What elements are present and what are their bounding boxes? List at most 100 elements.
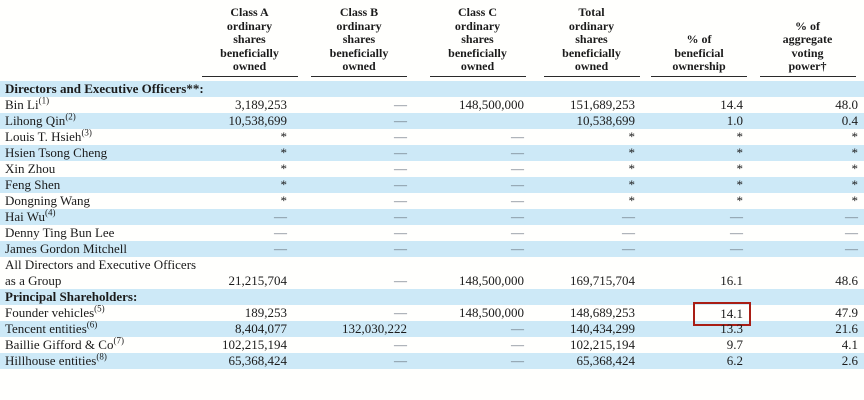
total-cell: 10,538,699 xyxy=(576,112,636,128)
classA-cell: 10,538,699 xyxy=(228,112,288,128)
pctVoting-cell: * xyxy=(851,160,859,176)
column-header-classB: Class B ordinary shares beneficially own… xyxy=(299,0,419,81)
classC-cell: — xyxy=(511,160,524,176)
table-row: Dongning Wang * — — * * * xyxy=(0,193,864,209)
column-header-label: Total ordinary shares beneficially owned xyxy=(562,5,621,73)
column-header-name xyxy=(0,0,200,81)
shareholder-name-cell: All Directors and Executive Officers as … xyxy=(5,256,197,288)
shareholder-name-cell: Louis T. Hsieh(3) xyxy=(5,127,92,144)
table-header: Class A ordinary shares beneficially own… xyxy=(0,0,864,81)
classA-cell: 102,215,194 xyxy=(222,336,287,352)
section-title-cell: Directors and Executive Officers**: xyxy=(5,81,204,96)
footnote-ref: (6) xyxy=(86,319,98,330)
total-cell: 148,689,253 xyxy=(570,304,635,320)
column-header-pctOwnership: % of beneficial ownership xyxy=(647,0,751,81)
section-row: Principal Shareholders: xyxy=(0,288,864,305)
classB-cell: — xyxy=(394,208,407,224)
table-row: Hsien Tsong Cheng * — — * * * xyxy=(0,144,864,161)
table-row: Bin Li(1) 3,189,253 — 148,500,000 151,689,25… xyxy=(0,95,864,113)
shareholder-name-cell: Baillie Gifford & Co(7) xyxy=(5,335,124,352)
pctOwnership-cell: 6.2 xyxy=(726,352,743,368)
classA-cell: 65,368,424 xyxy=(228,352,288,368)
pctOwnership-cell: — xyxy=(730,240,743,256)
classC-cell: — xyxy=(511,128,524,144)
pctOwnership-cell: 14.4 xyxy=(720,96,743,112)
classA-cell: 8,404,077 xyxy=(235,320,287,336)
footnote-ref: (3) xyxy=(81,127,92,138)
shareholder-name-cell: Founder vehicles(5) xyxy=(5,303,105,320)
column-header-classA: Class A ordinary shares beneficially own… xyxy=(200,0,299,81)
table-row: James Gordon Mitchell — — — — — — xyxy=(0,240,864,257)
pctVoting-cell: * xyxy=(851,144,859,160)
pctVoting-cell: 0.4 xyxy=(841,112,858,128)
classB-cell: — xyxy=(394,160,407,176)
shareholder-name-cell: Feng Shen xyxy=(5,176,61,192)
column-header-total: Total ordinary shares beneficially owned xyxy=(536,0,647,81)
classC-cell: — xyxy=(511,336,524,352)
table-row: Louis T. Hsieh(3) * — — * * * xyxy=(0,127,864,145)
classB-cell: — xyxy=(394,112,407,128)
total-cell: * xyxy=(628,144,636,160)
total-cell: 151,689,253 xyxy=(570,96,635,112)
classC-cell: 148,500,000 xyxy=(459,304,524,320)
classC-cell: — xyxy=(511,224,524,240)
classA-cell: 21,215,704 xyxy=(228,272,288,288)
pctVoting-cell: 21.6 xyxy=(835,320,858,336)
classA-cell: * xyxy=(280,192,288,208)
ownership-table: Class A ordinary shares beneficially own… xyxy=(0,0,864,369)
table-row: Hillhouse entities(8) 65,368,424 — — 65,368,… xyxy=(0,351,864,369)
classB-cell: 132,030,222 xyxy=(342,320,407,336)
pctVoting-cell: 47.9 xyxy=(835,304,858,320)
pctVoting-cell: * xyxy=(851,192,859,208)
classA-cell: — xyxy=(274,208,287,224)
classA-cell: * xyxy=(280,176,288,192)
footnote-ref: (8) xyxy=(96,351,107,362)
classA-cell: 189,253 xyxy=(244,304,287,320)
classB-cell: — xyxy=(394,352,407,368)
pctOwnership-cell: — xyxy=(730,224,743,240)
classB-cell: — xyxy=(394,304,407,320)
pctOwnership-cell: * xyxy=(736,128,744,144)
shareholder-name-cell: Hai Wu(4) xyxy=(5,207,56,224)
pctVoting-cell: 48.0 xyxy=(835,96,858,112)
classB-cell: — xyxy=(394,240,407,256)
highlight-box: 14.1 xyxy=(693,301,751,326)
classA-cell: * xyxy=(280,144,288,160)
pctOwnership-cell: 9.7 xyxy=(726,336,743,352)
pctVoting-cell: — xyxy=(845,208,858,224)
column-header-label: % of aggregate voting power† xyxy=(782,18,833,73)
shareholder-name-cell: Hillhouse entities(8) xyxy=(5,351,107,368)
classC-cell xyxy=(419,113,536,129)
table-row: Xin Zhou * — — * * * xyxy=(0,161,864,177)
column-header-label: Class A ordinary shares beneficially own… xyxy=(220,5,279,73)
total-cell: * xyxy=(628,160,636,176)
pctOwnership-cell: * xyxy=(736,176,744,192)
shareholder-name-cell: Hsien Tsong Cheng xyxy=(5,144,108,160)
header-row: Class A ordinary shares beneficially own… xyxy=(0,0,864,81)
classC-cell: — xyxy=(511,240,524,256)
classB-cell: — xyxy=(394,336,407,352)
column-header-underline: Class B ordinary shares beneficially own… xyxy=(311,5,407,77)
shareholder-name-cell: Dongning Wang xyxy=(5,192,91,208)
total-cell: — xyxy=(622,224,635,240)
column-header-underline: % of beneficial ownership xyxy=(651,32,747,77)
table-row: Tencent entities(6) 8,404,077 132,030,222 —… xyxy=(0,319,864,337)
classB-cell: — xyxy=(394,192,407,208)
classC-cell: 148,500,000 xyxy=(459,96,524,112)
shareholder-name-cell: Denny Ting Bun Lee xyxy=(5,224,115,240)
shareholder-name-cell: Bin Li(1) xyxy=(5,95,50,112)
shareholder-name-cell: Xin Zhou xyxy=(5,160,56,176)
total-cell: — xyxy=(622,240,635,256)
pctVoting-cell: 48.6 xyxy=(835,272,858,288)
section-title-cell: Principal Shareholders: xyxy=(5,289,138,304)
footnote-ref: (2) xyxy=(65,111,76,122)
footnote-ref: (1) xyxy=(38,95,50,106)
classA-cell: — xyxy=(274,240,287,256)
footnote-ref: (4) xyxy=(45,207,56,218)
classB-cell: — xyxy=(394,144,407,160)
classB-cell: — xyxy=(394,96,407,112)
column-header-underline: Total ordinary shares beneficially owned xyxy=(543,5,640,77)
table-row: All Directors and Executive Officers as … xyxy=(0,257,864,289)
total-cell: * xyxy=(628,128,636,144)
shareholder-name-cell: Lihong Qin(2) xyxy=(5,111,76,128)
